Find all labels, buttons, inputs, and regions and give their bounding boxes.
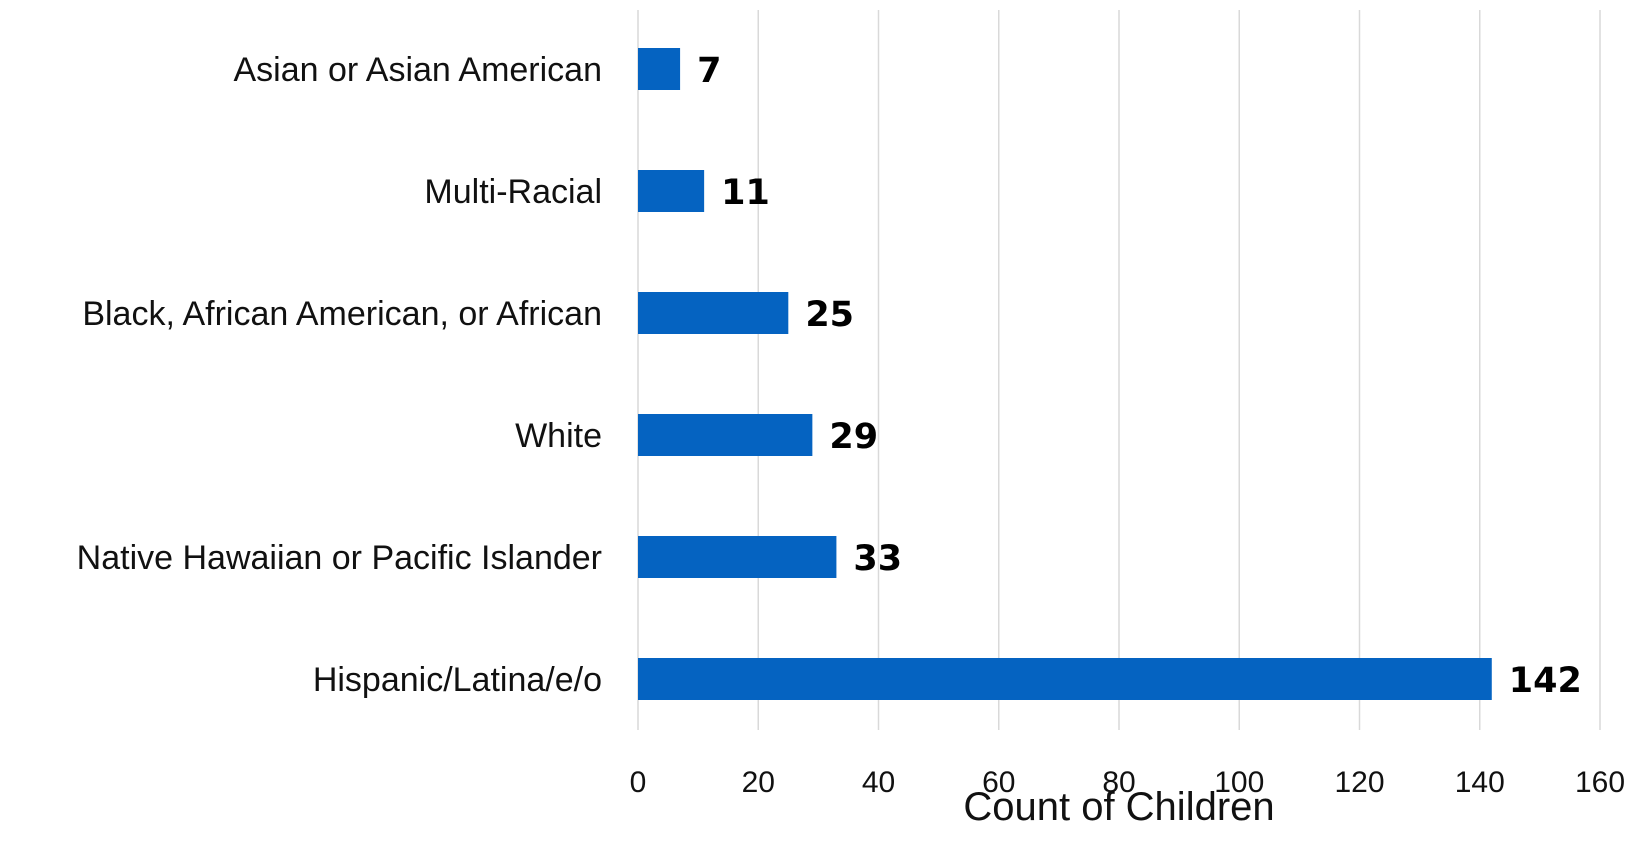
- x-tick-label: 160: [1575, 766, 1625, 799]
- gridlines: [637, 10, 1601, 730]
- data-label: 25: [805, 295, 854, 335]
- category-label: Hispanic/Latina/e/o: [313, 661, 602, 699]
- x-tick-label: 100: [1214, 766, 1264, 799]
- category-label: Native Hawaiian or Pacific Islander: [77, 539, 602, 577]
- x-axis-title: Count of Children: [963, 785, 1274, 829]
- x-tick-label: 60: [982, 766, 1015, 799]
- bar: [638, 48, 681, 90]
- data-label: 29: [829, 417, 878, 457]
- category-label: Black, African American, or African: [82, 295, 602, 333]
- x-tick-labels: 0 20 40 60 80 100 120 140 160: [630, 766, 1625, 799]
- bar: [638, 170, 705, 212]
- bar: [638, 536, 837, 578]
- x-tick-label: 140: [1455, 766, 1505, 799]
- x-tick-label: 120: [1334, 766, 1384, 799]
- category-label: Multi-Racial: [424, 173, 602, 211]
- data-label: 33: [853, 539, 902, 579]
- data-label: 142: [1509, 661, 1582, 701]
- category-label: Asian or Asian American: [233, 51, 602, 89]
- category-label: White: [515, 417, 602, 455]
- x-tick-label: 40: [862, 766, 895, 799]
- category-labels: Asian or Asian American Multi-Racial Black…: [77, 51, 602, 699]
- x-tick-label: 20: [742, 766, 775, 799]
- bar: [638, 414, 813, 456]
- bar: [638, 658, 1492, 700]
- data-label: 7: [697, 51, 721, 91]
- data-label: 11: [721, 173, 770, 213]
- bars: [638, 48, 1492, 700]
- bar: [638, 292, 789, 334]
- x-tick-label: 0: [630, 766, 647, 799]
- data-labels: 7 11 25 29 33 142: [697, 51, 1582, 701]
- x-tick-label: 80: [1102, 766, 1135, 799]
